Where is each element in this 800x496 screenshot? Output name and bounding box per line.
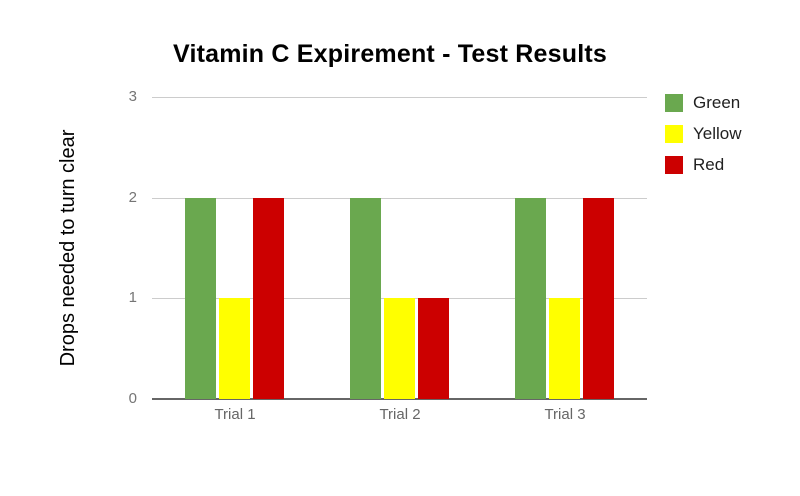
y-tick-label-0: 0 <box>128 390 137 407</box>
legend-swatch-green <box>665 94 683 112</box>
legend-label-red: Red <box>693 155 725 174</box>
legend-swatch-red <box>665 156 683 174</box>
bar-yellow-trial-2 <box>384 298 415 399</box>
x-category-label-1: Trial 1 <box>214 406 256 423</box>
bar-red-trial-2 <box>418 298 449 399</box>
bar-green-trial-1 <box>185 198 216 399</box>
legend-label-green: Green <box>693 93 741 112</box>
y-axis-title: Drops needed to turn clear <box>57 129 79 367</box>
legend: Green Yellow Red <box>665 93 742 187</box>
legend-item-green: Green <box>665 93 742 112</box>
bar-red-trial-3 <box>583 198 614 399</box>
legend-item-red: Red <box>665 155 742 174</box>
bar-yellow-trial-1 <box>219 298 250 399</box>
bar-yellow-trial-3 <box>549 298 580 399</box>
bar-green-trial-2 <box>350 198 381 399</box>
x-category-label-2: Trial 2 <box>379 406 421 423</box>
legend-label-yellow: Yellow <box>693 124 742 143</box>
x-category-label-3: Trial 3 <box>544 406 586 423</box>
plot-area <box>152 97 647 400</box>
y-tick-label-1: 1 <box>128 289 137 307</box>
bar-red-trial-1 <box>253 198 284 399</box>
chart-title: Vitamin C Expirement - Test Results <box>173 40 607 68</box>
y-tick-label-3: 3 <box>128 88 137 105</box>
bar-green-trial-3 <box>515 198 546 399</box>
legend-item-yellow: Yellow <box>665 124 742 143</box>
gridline-y-3 <box>152 97 647 98</box>
legend-swatch-yellow <box>665 125 683 143</box>
x-axis-line <box>152 398 647 400</box>
gridline-y-2 <box>152 198 647 199</box>
y-tick-label-2: 2 <box>128 188 137 206</box>
